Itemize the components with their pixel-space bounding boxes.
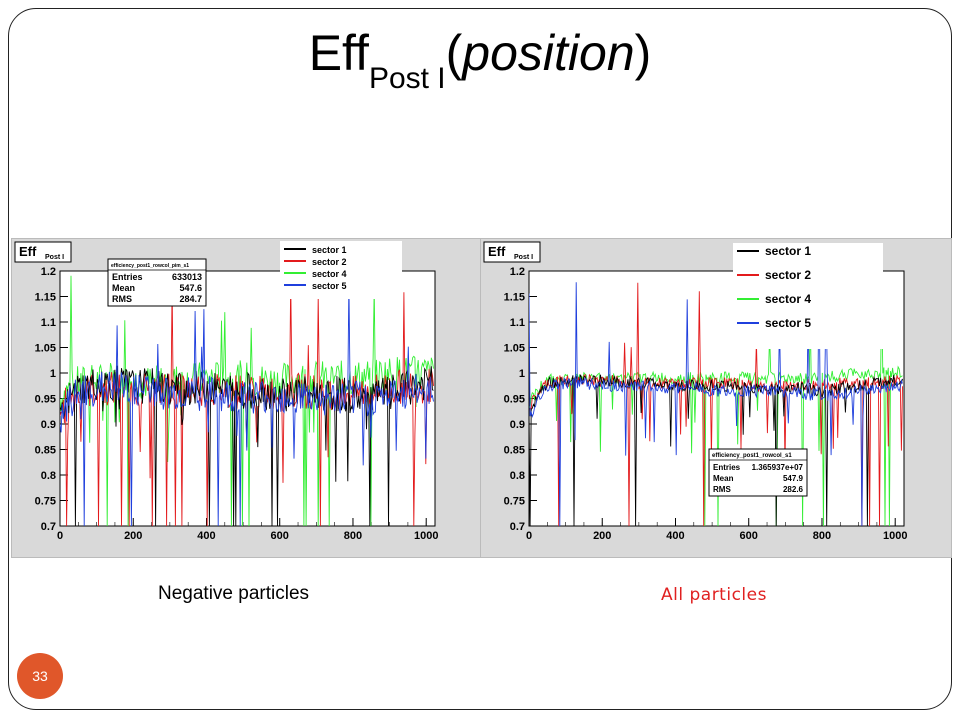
y-tick-label: 0.95 xyxy=(504,394,525,406)
stats-value: 633013 xyxy=(172,272,202,282)
y-tick-label: 0.7 xyxy=(510,521,525,533)
title-close-paren: ) xyxy=(634,25,652,81)
stats-label: RMS xyxy=(112,294,132,304)
y-tick-label: 1.05 xyxy=(35,343,56,355)
x-tick-label: 200 xyxy=(124,530,142,542)
chart-title: Eff Post I xyxy=(483,241,541,263)
y-tick-label: 1.2 xyxy=(41,266,56,278)
chart-title-box xyxy=(14,241,72,263)
stats-box: efficiency_post1_rowcol_pim_s1 Entries 633… xyxy=(107,258,207,307)
stats-label: Entries xyxy=(112,272,143,282)
chart-title-main: Eff xyxy=(488,244,506,259)
y-tick-label: 1.15 xyxy=(504,292,525,304)
legend-label: sector 1 xyxy=(765,244,811,258)
legend-label: sector 2 xyxy=(765,268,811,282)
chart-legend: sector 1 sector 2 sector 4 sector 5 xyxy=(733,243,883,349)
stats-name: efficiency_post1_rowcol_pim_s1 xyxy=(111,263,189,269)
stats-name: efficiency_post1_rowcol_s1 xyxy=(712,453,792,459)
x-tick-label: 200 xyxy=(593,530,611,542)
x-tick-label: 0 xyxy=(526,530,532,542)
y-tick-label: 1.05 xyxy=(504,343,525,355)
y-tick-label: 0.75 xyxy=(504,496,525,508)
stats-label: RMS xyxy=(713,485,731,494)
y-tick-label: 1 xyxy=(50,368,56,380)
x-tick-label: 1000 xyxy=(883,530,907,542)
page-number-badge: 33 xyxy=(17,653,63,699)
legend-label: sector 1 xyxy=(312,245,347,255)
y-tick-label: 0.8 xyxy=(510,470,525,482)
legend-box xyxy=(280,241,402,299)
title-variable: position xyxy=(462,25,635,81)
series-line-sector-5 xyxy=(529,276,903,526)
y-tick-label: 1 xyxy=(519,368,525,380)
plot-panel-all: Eff Post I 0.7 0.75 0.8 0.85 0.9 0.95 1 1.05 1.1 1.… xyxy=(480,238,952,558)
y-tick-label: 0.7 xyxy=(41,521,56,533)
title-main: Eff xyxy=(308,25,369,81)
title-subscript: Post I xyxy=(368,62,446,95)
stats-box: efficiency_post1_rowcol_s1 Entries 1.36593… xyxy=(708,448,808,497)
y-tick-label: 1.15 xyxy=(35,292,56,304)
x-tick-label: 800 xyxy=(813,530,831,542)
legend-box xyxy=(733,243,883,349)
x-tick-label: 800 xyxy=(344,530,362,542)
series-line-sector-4 xyxy=(60,275,434,526)
chart-title-box xyxy=(483,241,541,263)
y-tick-label: 0.9 xyxy=(41,419,56,431)
x-tick-label: 600 xyxy=(271,530,289,542)
legend-label: sector 2 xyxy=(312,257,347,267)
legend-label: sector 5 xyxy=(312,281,347,291)
legend-label: sector 5 xyxy=(765,316,811,330)
efficiency-chart-negative: Eff Post I 0.7 0.75 0.8 0.85 0.9 0.95 1 1.05 1.1 1.… xyxy=(14,241,438,542)
stats-frame xyxy=(107,258,207,307)
stats-label: Mean xyxy=(713,474,734,483)
legend-label: sector 4 xyxy=(765,292,811,306)
series-line-sector-5 xyxy=(60,281,434,526)
chart-title: Eff Post I xyxy=(14,241,72,263)
y-tick-label: 0.95 xyxy=(35,394,56,406)
stats-frame xyxy=(708,448,808,497)
efficiency-chart-all: Eff Post I 0.7 0.75 0.8 0.85 0.9 0.95 1 1.05 1.1 1.… xyxy=(483,241,907,542)
y-tick-label: 0.85 xyxy=(504,445,525,457)
chart-title-sub: Post I xyxy=(514,254,533,261)
y-tick-label: 0.8 xyxy=(41,470,56,482)
chart-legend: sector 1 sector 2 sector 4 sector 5 xyxy=(280,241,402,299)
stats-value: 547.9 xyxy=(783,474,804,483)
y-tick-label: 1.1 xyxy=(41,317,56,329)
stats-label: Entries xyxy=(713,463,741,472)
x-tick-label: 400 xyxy=(197,530,215,542)
caption-all-particles: All particles xyxy=(661,585,767,605)
x-tick-label: 600 xyxy=(740,530,758,542)
chart-title-main: Eff xyxy=(19,244,37,259)
y-tick-label: 1.2 xyxy=(510,266,525,278)
x-tick-label: 1000 xyxy=(414,530,438,542)
chart-title-sub: Post I xyxy=(45,254,64,261)
stats-value: 547.6 xyxy=(179,283,202,293)
y-tick-label: 0.75 xyxy=(35,496,56,508)
title-open-paren: ( xyxy=(445,25,463,81)
legend-label: sector 4 xyxy=(312,269,347,279)
y-tick-label: 0.85 xyxy=(35,445,56,457)
stats-value: 284.7 xyxy=(179,294,202,304)
plot-panel-negative: Eff Post I 0.7 0.75 0.8 0.85 0.9 0.95 1 1.05 1.1 1.… xyxy=(11,238,482,558)
y-tick-label: 0.9 xyxy=(510,419,525,431)
stats-value: 282.6 xyxy=(783,485,804,494)
caption-negative-particles: Negative particles xyxy=(158,583,310,604)
y-tick-label: 1.1 xyxy=(510,317,525,329)
x-tick-label: 0 xyxy=(57,530,63,542)
x-tick-label: 400 xyxy=(666,530,684,542)
stats-label: Mean xyxy=(112,283,135,293)
stats-value: 1.365937e+07 xyxy=(752,463,804,472)
slide-title: EffPost I(position) xyxy=(0,28,960,94)
